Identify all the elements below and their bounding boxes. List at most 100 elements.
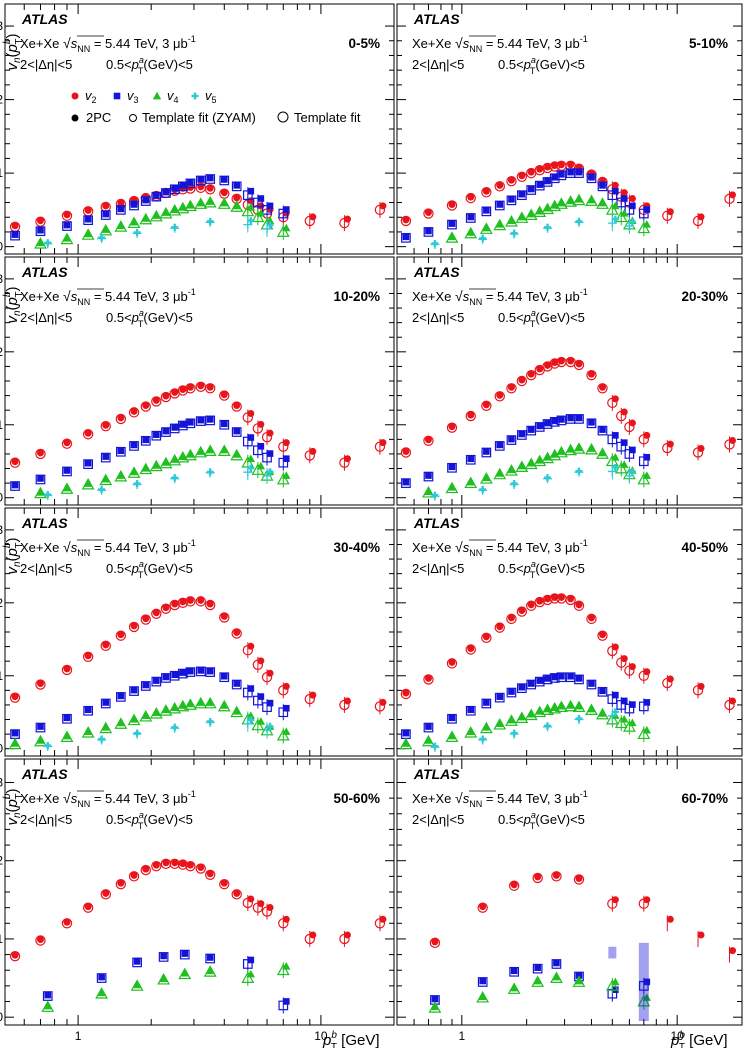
v2-marker (197, 382, 205, 390)
v4-marker (127, 466, 141, 478)
v2-marker (506, 383, 517, 394)
v4-marker (62, 483, 72, 492)
v2-marker (9, 950, 21, 962)
v3-marker (402, 478, 410, 486)
v4-marker (152, 211, 161, 219)
v4-marker (43, 1001, 52, 1010)
v2-marker (171, 859, 179, 867)
v3-marker (643, 699, 651, 706)
v2-marker (11, 458, 19, 466)
v3-marker (282, 206, 290, 213)
v3-marker (187, 667, 194, 675)
y-tick-label: 0 (0, 240, 3, 254)
v4-marker (524, 457, 538, 470)
v4-marker (587, 195, 596, 204)
y-tick-label: 0.2 (0, 854, 3, 868)
v2-marker (282, 915, 290, 923)
v3-marker (496, 201, 504, 208)
v4-marker (445, 481, 459, 494)
v4-marker (203, 444, 217, 456)
v4-marker (574, 701, 584, 710)
v2-marker (100, 421, 111, 432)
collision-info: Xe+Xe √sNN = 5.44 TeV, 3 μb-1 (412, 287, 588, 307)
v4-marker (399, 737, 413, 750)
v2-marker (536, 597, 544, 605)
v3-marker (162, 673, 170, 681)
v4-marker (422, 734, 435, 747)
v2-marker (82, 429, 94, 440)
v4-marker (183, 698, 197, 710)
v4-marker (531, 975, 545, 987)
v3-marker (102, 453, 110, 460)
v2-marker (84, 206, 92, 214)
v4-marker (466, 477, 475, 486)
v3-marker (527, 426, 535, 433)
v4-marker (507, 216, 516, 225)
v2-marker (526, 600, 537, 611)
v3-marker (483, 699, 490, 706)
pta-cut: 0.5<pa T(GeV)<5 (498, 810, 585, 831)
v2-marker (179, 385, 187, 393)
v2-marker (628, 663, 636, 671)
legend-tfit-marker (277, 111, 289, 123)
v4-marker (517, 461, 527, 470)
v3-marker (117, 447, 125, 455)
v3-marker (206, 174, 214, 182)
v2-marker (171, 600, 179, 608)
v2-marker (82, 651, 94, 663)
v3-marker (171, 424, 179, 431)
v3-marker (425, 723, 432, 730)
v5-marker (206, 468, 214, 476)
v4-marker (157, 972, 171, 985)
v4-marker (572, 442, 586, 454)
v2-marker (448, 658, 456, 666)
v4-marker (557, 198, 566, 207)
v4-marker (422, 485, 435, 498)
v4-marker (95, 987, 109, 999)
v2-marker (282, 439, 290, 447)
v2-marker (128, 621, 140, 633)
v4-marker (114, 469, 128, 482)
v4-marker (256, 717, 266, 725)
v4-marker (482, 723, 491, 731)
v5-marker (133, 228, 141, 236)
v3-marker (197, 416, 205, 424)
y-tick-label: 0.3 (0, 523, 3, 537)
v4-marker (428, 1001, 442, 1013)
v4-marker (217, 197, 231, 209)
y-axis-label: vn(pbT) (2, 286, 25, 323)
v5-marker (431, 239, 439, 247)
v3-marker (187, 179, 194, 186)
v3-marker (510, 967, 518, 975)
v2-marker (666, 208, 674, 216)
v3-marker (171, 184, 179, 192)
v4-marker (509, 983, 519, 992)
v2-marker (195, 596, 206, 607)
v5-marker (266, 722, 274, 730)
v2-marker (84, 903, 92, 911)
v2-marker (643, 431, 651, 439)
v5-marker (247, 716, 255, 724)
v2-marker (63, 665, 71, 673)
v3-marker (518, 683, 526, 691)
v2-marker (567, 357, 575, 365)
v4-marker (159, 206, 173, 219)
v4-marker (246, 969, 256, 978)
eta-cut: 2<|Δη|<5 (20, 310, 72, 325)
v3-marker (536, 422, 544, 430)
v5-marker (510, 729, 518, 737)
v4-marker (587, 444, 596, 452)
v2-marker (534, 873, 542, 881)
v5-marker (544, 223, 552, 231)
v3-marker (233, 680, 241, 687)
v4-marker (447, 483, 457, 491)
panel-20-30%: ATLAS 20-30% Xe+Xe √sNN = 5.44 TeV, 3 μb-1… (396, 256, 743, 506)
v3-marker (117, 692, 125, 700)
v3-marker (187, 419, 194, 426)
v4-marker (587, 704, 596, 713)
v2-marker (598, 631, 606, 639)
v2-marker (536, 365, 544, 373)
v3-marker (467, 213, 475, 221)
v5-marker (44, 491, 52, 499)
v4-marker (176, 201, 190, 214)
